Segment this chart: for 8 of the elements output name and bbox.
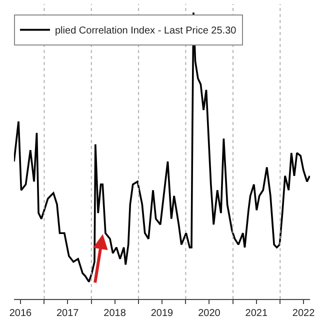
- x-tick-label: 2021: [245, 308, 268, 319]
- x-tick-label: 2019: [150, 308, 174, 319]
- x-tick-label: 2016: [9, 308, 32, 319]
- legend-label: plied Correlation Index - Last Price 25.30: [55, 26, 237, 37]
- x-tick-label: 2017: [56, 308, 80, 319]
- x-tick-label: 2022: [292, 308, 316, 319]
- x-tick-label: 2020: [198, 308, 221, 319]
- x-tick-label: 2018: [104, 308, 126, 319]
